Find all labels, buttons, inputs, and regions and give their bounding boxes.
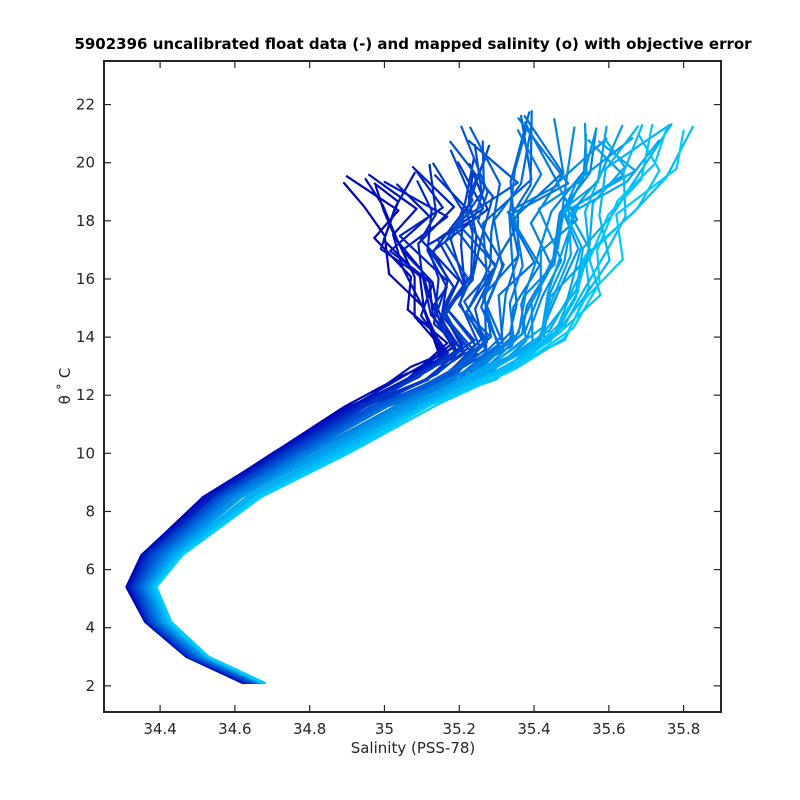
y-tick-label: 6 [85,561,95,579]
profile-line [125,175,449,684]
profile-line [140,110,533,684]
profile-line [127,173,445,684]
profile-line [128,183,449,684]
profile-line [155,129,685,684]
profile-line [132,170,475,684]
y-axis-ticks: 2 4 6 8 10 12 14 16 18 20 22 [76,96,721,695]
profile-line [130,168,465,684]
profile-line [131,174,477,684]
profile-line [142,114,564,684]
y-tick-label: 10 [76,444,95,462]
profile-line [130,180,456,684]
y-tick-label: 8 [85,502,95,520]
x-tick-label: 35.6 [592,720,625,738]
profile-line [138,140,497,684]
y-tick-label: 18 [76,212,95,230]
x-tick-label: 35.2 [443,720,476,738]
profile-line [138,125,505,684]
profile-line [133,161,485,684]
y-tick-label: 12 [76,386,95,404]
x-tick-label: 35 [375,720,394,738]
x-tick-label: 34.8 [293,720,326,738]
y-tick-label: 4 [85,619,95,637]
x-tick-label: 34.6 [218,720,251,738]
profile-line [129,180,459,684]
x-axis-label: Salinity (PSS-78) [351,739,476,757]
x-axis-ticks: 34.4 34.6 34.8 35 35.2 35.4 35.6 35.8 [143,61,700,738]
x-tick-label: 35.4 [517,720,550,738]
profile-line [136,143,492,684]
x-tick-label: 34.4 [143,720,176,738]
profile-line [135,158,486,684]
x-tick-label: 35.8 [667,720,700,738]
chart-title: 5902396 uncalibrated float data (-) and … [74,35,752,53]
y-axis-label: θ ˚ C [56,368,74,405]
y-tick-label: 22 [76,96,95,114]
y-tick-label: 16 [76,270,95,288]
float-profile-traces [125,110,694,684]
profile-line [139,126,501,684]
y-tick-label: 14 [76,328,95,346]
profile-line [141,125,533,684]
y-tick-label: 2 [85,677,95,695]
y-tick-label: 20 [76,154,95,172]
axes-box [103,60,722,713]
